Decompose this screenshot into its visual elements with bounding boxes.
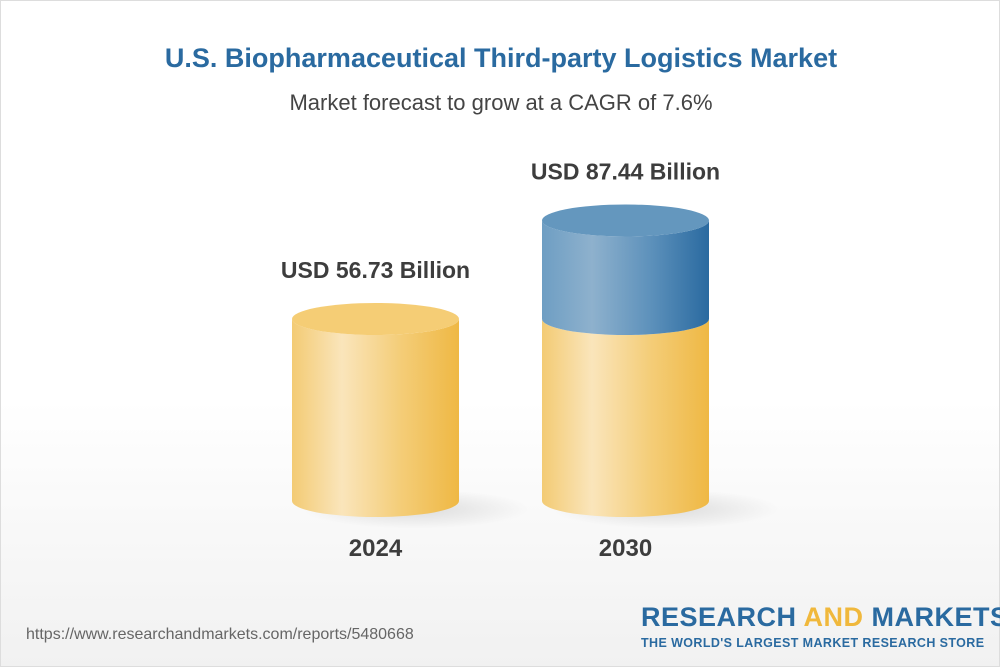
data-label: USD 56.73 Billion	[281, 257, 470, 283]
chart-subtitle: Market forecast to grow at a CAGR of 7.6…	[289, 90, 713, 115]
chart-title: U.S. Biopharmaceutical Third-party Logis…	[164, 43, 838, 73]
brand-logo-part1: RESEARCH	[641, 602, 804, 632]
brand-logo: RESEARCH AND MARKETS	[641, 602, 1000, 632]
cylinder-top-2024	[292, 303, 459, 335]
cylinder-growth-segment-2030	[542, 220, 709, 335]
report-url[interactable]: https://www.researchandmarkets.com/repor…	[26, 626, 414, 643]
category-label: 2030	[599, 535, 652, 562]
cylinder-top-2030	[542, 204, 709, 237]
brand-logo-block: RESEARCH AND MARKETS THE WORLD'S LARGEST…	[641, 602, 1000, 651]
brand-logo-part2: AND	[803, 602, 864, 632]
data-label: USD 87.44 Billion	[531, 158, 720, 184]
cylinder-base-segment-2030	[542, 319, 709, 517]
cylinder-body-2024	[292, 319, 460, 517]
cylinder-chart: USD 56.73 Billion 2024 USD 87.44 Billion 20…	[281, 158, 779, 562]
category-label: 2024	[349, 535, 403, 562]
brand-tagline: THE WORLD'S LARGEST MARKET RESEARCH STOR…	[641, 636, 985, 650]
brand-logo-part3: MARKETS	[863, 602, 1000, 632]
